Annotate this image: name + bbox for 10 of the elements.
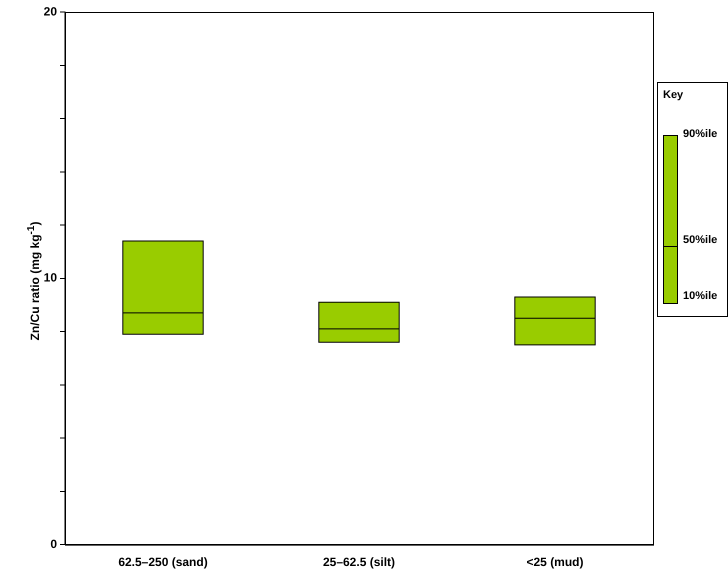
- x-tick-label: <25 (mud): [526, 555, 584, 570]
- text: 10%ile: [683, 290, 718, 302]
- x-tick-label: 25–62.5 (silt): [322, 555, 396, 570]
- y-tick-label: 20: [44, 4, 58, 18]
- y-tick-label: 0: [50, 536, 58, 551]
- text: Key: [663, 89, 684, 101]
- text: 90%ile: [683, 128, 718, 140]
- text: 50%ile: [683, 234, 718, 246]
- y-tick-label: 10: [44, 270, 58, 285]
- x-tick-label: 62.5–250 (sand): [118, 555, 208, 570]
